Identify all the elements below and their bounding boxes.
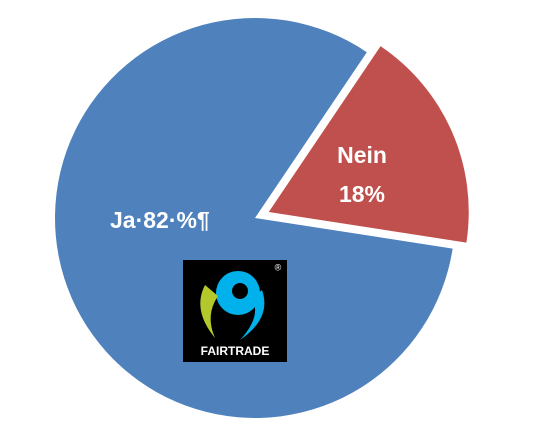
data-label: Ja·82·%¶ bbox=[110, 207, 210, 233]
fairtrade-logo: FAIRTRADE ® bbox=[183, 260, 287, 362]
data-label: 18% bbox=[339, 181, 385, 207]
pie bbox=[54, 18, 469, 419]
logo-head bbox=[232, 283, 248, 299]
logo-blue bbox=[240, 290, 265, 340]
category-label: Nein bbox=[337, 142, 387, 168]
pie-slice bbox=[54, 18, 453, 419]
logo-text: FAIRTRADE bbox=[201, 344, 270, 358]
logo-green bbox=[200, 285, 218, 338]
pie-slice bbox=[268, 46, 469, 243]
logo-mark: ® bbox=[275, 262, 282, 272]
